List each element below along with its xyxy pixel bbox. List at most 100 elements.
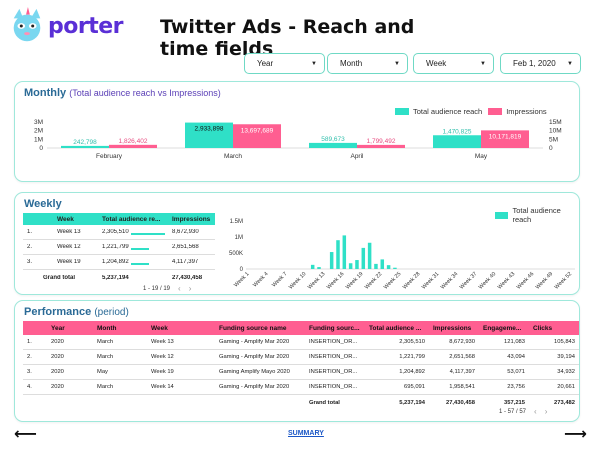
row-index: 2. [27,354,32,360]
perf-col-month[interactable]: Month [97,324,117,332]
weekly-col-impressions[interactable]: Impressions [172,215,211,223]
row-reach: 1,221,799 [98,244,168,250]
weekly-title: Weekly [24,198,62,210]
legend-impressions: Impressions [506,107,547,116]
weekly-legend: Total audience reach [495,206,579,224]
arrow-left-icon[interactable]: ⟵ [14,426,37,443]
grand-total-impressions: 27,430,458 [172,274,203,281]
cell-funding-name: Gaming - Amplify Mar 2020 [219,339,290,345]
cell-month: March [97,339,114,345]
perf-total-impressions: 27,430,458 [445,399,475,406]
month-filter[interactable]: Month ▼ [327,53,408,74]
row-index: 1. [27,339,32,345]
x-tick-label: Week 49 [535,271,555,291]
impressions-bar [109,144,157,148]
y-right-tick: 0 [549,145,553,152]
cell-impressions: 4,117,397 [449,369,475,375]
impressions-bar [357,144,405,148]
week-filter[interactable]: Week ▼ [413,53,494,74]
arrow-right-icon[interactable]: ⟶ [564,426,587,443]
y-left-tick: 3M [34,119,43,126]
x-tick-label: Week 28 [402,271,422,291]
performance-title: Performance (period) [24,306,129,318]
impressions-bar [481,130,529,148]
date-range-filter[interactable]: Feb 1, 2020 ▼ [500,53,581,74]
performance-pager: 1 - 57 / 57 ‹ › [499,407,547,416]
row-reach: 1,204,892 [98,259,168,265]
perf-col-impressions[interactable]: Impressions [433,324,472,332]
chevron-right-icon[interactable]: › [544,407,548,416]
x-tick-label: Week 22 [364,271,384,291]
y-tick: 0 [240,267,244,273]
cell-month: May [97,369,108,375]
week-bar [393,267,397,269]
y-tick: 1M [235,235,243,241]
perf-col-clicks[interactable]: Clicks [533,324,553,332]
legend-swatch-reach [495,211,509,219]
performance-card: Performance (period) Year Month Week Fun… [14,300,580,422]
cell-impressions: 8,672,930 [449,339,475,345]
cell-clicks: 39,194 [557,354,575,360]
cell-funding-type: INSERTION_OR... [309,339,358,345]
week-bar [348,263,353,269]
cell-clicks: 105,843 [554,339,575,345]
reach-bar [61,145,109,148]
y-tick: 1.5M [230,219,243,225]
row-impressions: 8,672,930 [172,229,199,235]
chevron-right-icon[interactable]: › [188,284,192,293]
x-tick-label: Week 46 [516,271,536,291]
perf-total-label: Grand total [309,399,340,406]
perf-col-engagements[interactable]: Engageme... [483,324,522,332]
x-tick-label: Week 31 [421,271,441,291]
impressions-data-label: 1,799,492 [367,138,396,145]
monthly-subtitle: (Total audience reach vs Impressions) [69,88,221,98]
weekly-pager: 1 - 19 / 19 ‹ › [143,284,191,293]
cell-week: Week 13 [151,339,174,345]
reach-data-label: 1,470,825 [443,128,472,135]
reach-bar [433,135,481,148]
summary-link[interactable]: SUMMARY [288,430,324,437]
monthly-legend: Total audience reach Impressions [395,107,547,116]
row-reach: 2,305,510 [98,229,168,235]
y-tick: 500K [229,251,243,257]
cell-engagements: 43,094 [507,354,525,360]
monthly-title: Monthly (Total audience reach vs Impress… [24,87,221,99]
cell-funding-name: Gaming - Amplify Mar 2020 [219,354,290,360]
unicorn-cat-icon [13,7,41,42]
row-index: 3. [27,259,33,265]
week-bar [355,260,359,269]
date-range-label: Feb 1, 2020 [513,59,556,68]
cell-funding-type: INSERTION_OR... [309,354,358,360]
cell-year: 2020 [51,339,64,345]
chevron-left-icon[interactable]: ‹ [178,284,181,293]
impressions-data-label: 10,171,819 [489,133,522,140]
table-row: 2. Week 12 1,221,799 2,651,568 [23,240,215,255]
cell-funding-name: Gaming - Amplify Mar 2020 [219,384,290,390]
row-reach-value: 1,221,799 [102,244,129,250]
year-filter-label: Year [257,59,274,68]
cell-clicks: 34,932 [557,369,575,375]
perf-col-year[interactable]: Year [51,324,65,332]
reach-bar [131,248,150,250]
cell-reach: 1,221,799 [399,354,425,360]
perf-total-reach: 5,237,194 [399,399,425,406]
cell-week: Week 12 [151,354,174,360]
grand-total-row: Grand total 5,237,194 27,430,458 [23,270,215,285]
y-left-tick: 0 [39,145,43,152]
row-week: Week 12 [57,244,81,250]
year-filter[interactable]: Year ▼ [244,53,325,74]
perf-total-clicks: 273,482 [554,399,575,406]
performance-table-header: Year Month Week Funding source name Fund… [23,321,579,335]
x-tick-label: Week 19 [345,271,365,291]
perf-col-funding-type[interactable]: Funding sourc... [309,324,360,332]
perf-col-funding-name[interactable]: Funding source name [219,324,287,332]
weekly-col-week[interactable]: Week [57,215,74,223]
reach-data-label: 2,933,898 [195,126,224,133]
chevron-left-icon[interactable]: ‹ [534,407,537,416]
perf-col-reach[interactable]: Total audience ... [369,324,422,332]
table-row: 3. 2020 May Week 19 Gaming Amplify Mayo 2020… [23,365,579,380]
cell-engagements: 121,083 [504,339,525,345]
x-tick-label: Week 4 [252,271,269,288]
weekly-col-reach[interactable]: Total audience re... [102,215,161,223]
perf-col-week[interactable]: Week [151,324,168,332]
